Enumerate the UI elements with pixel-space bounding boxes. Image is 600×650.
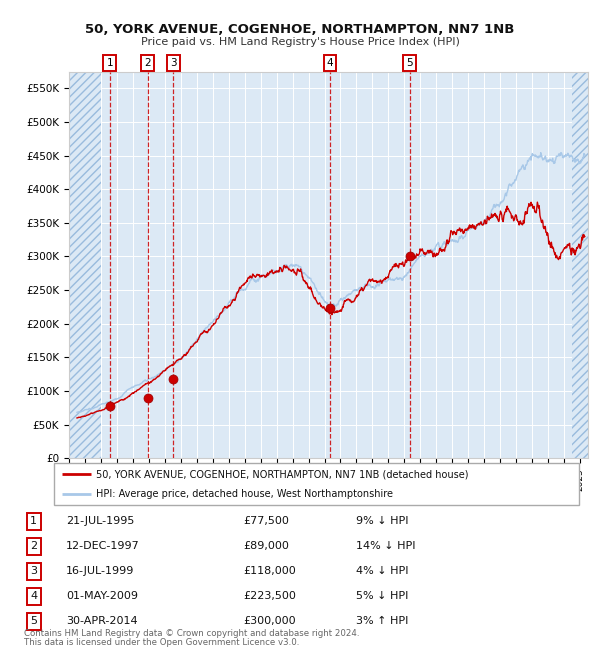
Text: 1: 1	[30, 517, 37, 526]
Text: 50, YORK AVENUE, COGENHOE, NORTHAMPTON, NN7 1NB: 50, YORK AVENUE, COGENHOE, NORTHAMPTON, …	[85, 23, 515, 36]
Text: HPI: Average price, detached house, West Northamptonshire: HPI: Average price, detached house, West…	[96, 489, 393, 499]
FancyBboxPatch shape	[54, 463, 579, 505]
Text: 50, YORK AVENUE, COGENHOE, NORTHAMPTON, NN7 1NB (detached house): 50, YORK AVENUE, COGENHOE, NORTHAMPTON, …	[96, 469, 469, 479]
Text: £300,000: £300,000	[244, 616, 296, 626]
Text: 3% ↑ HPI: 3% ↑ HPI	[356, 616, 409, 626]
Text: 12-DEC-1997: 12-DEC-1997	[66, 541, 140, 551]
Text: £89,000: £89,000	[244, 541, 289, 551]
Text: 16-JUL-1999: 16-JUL-1999	[66, 566, 134, 577]
Text: 4: 4	[30, 592, 37, 601]
Text: 30-APR-2014: 30-APR-2014	[66, 616, 137, 626]
Text: Contains HM Land Registry data © Crown copyright and database right 2024.: Contains HM Land Registry data © Crown c…	[24, 629, 359, 638]
Text: 2: 2	[30, 541, 37, 551]
Text: 5: 5	[406, 58, 413, 68]
Text: 3: 3	[30, 566, 37, 577]
Text: £118,000: £118,000	[244, 566, 296, 577]
Text: 9% ↓ HPI: 9% ↓ HPI	[356, 517, 409, 526]
Text: 5: 5	[30, 616, 37, 626]
Text: 4% ↓ HPI: 4% ↓ HPI	[356, 566, 409, 577]
Text: 5% ↓ HPI: 5% ↓ HPI	[356, 592, 409, 601]
Text: 4: 4	[326, 58, 333, 68]
Text: 1: 1	[106, 58, 113, 68]
Text: 2: 2	[144, 58, 151, 68]
Text: £223,500: £223,500	[244, 592, 296, 601]
Text: 3: 3	[170, 58, 177, 68]
Bar	[572, 72, 588, 458]
Text: This data is licensed under the Open Government Licence v3.0.: This data is licensed under the Open Gov…	[24, 638, 299, 647]
Text: 01-MAY-2009: 01-MAY-2009	[66, 592, 138, 601]
Bar	[69, 72, 101, 458]
Text: £77,500: £77,500	[244, 517, 289, 526]
Text: 21-JUL-1995: 21-JUL-1995	[66, 517, 134, 526]
Text: 14% ↓ HPI: 14% ↓ HPI	[356, 541, 416, 551]
Text: Price paid vs. HM Land Registry's House Price Index (HPI): Price paid vs. HM Land Registry's House …	[140, 37, 460, 47]
